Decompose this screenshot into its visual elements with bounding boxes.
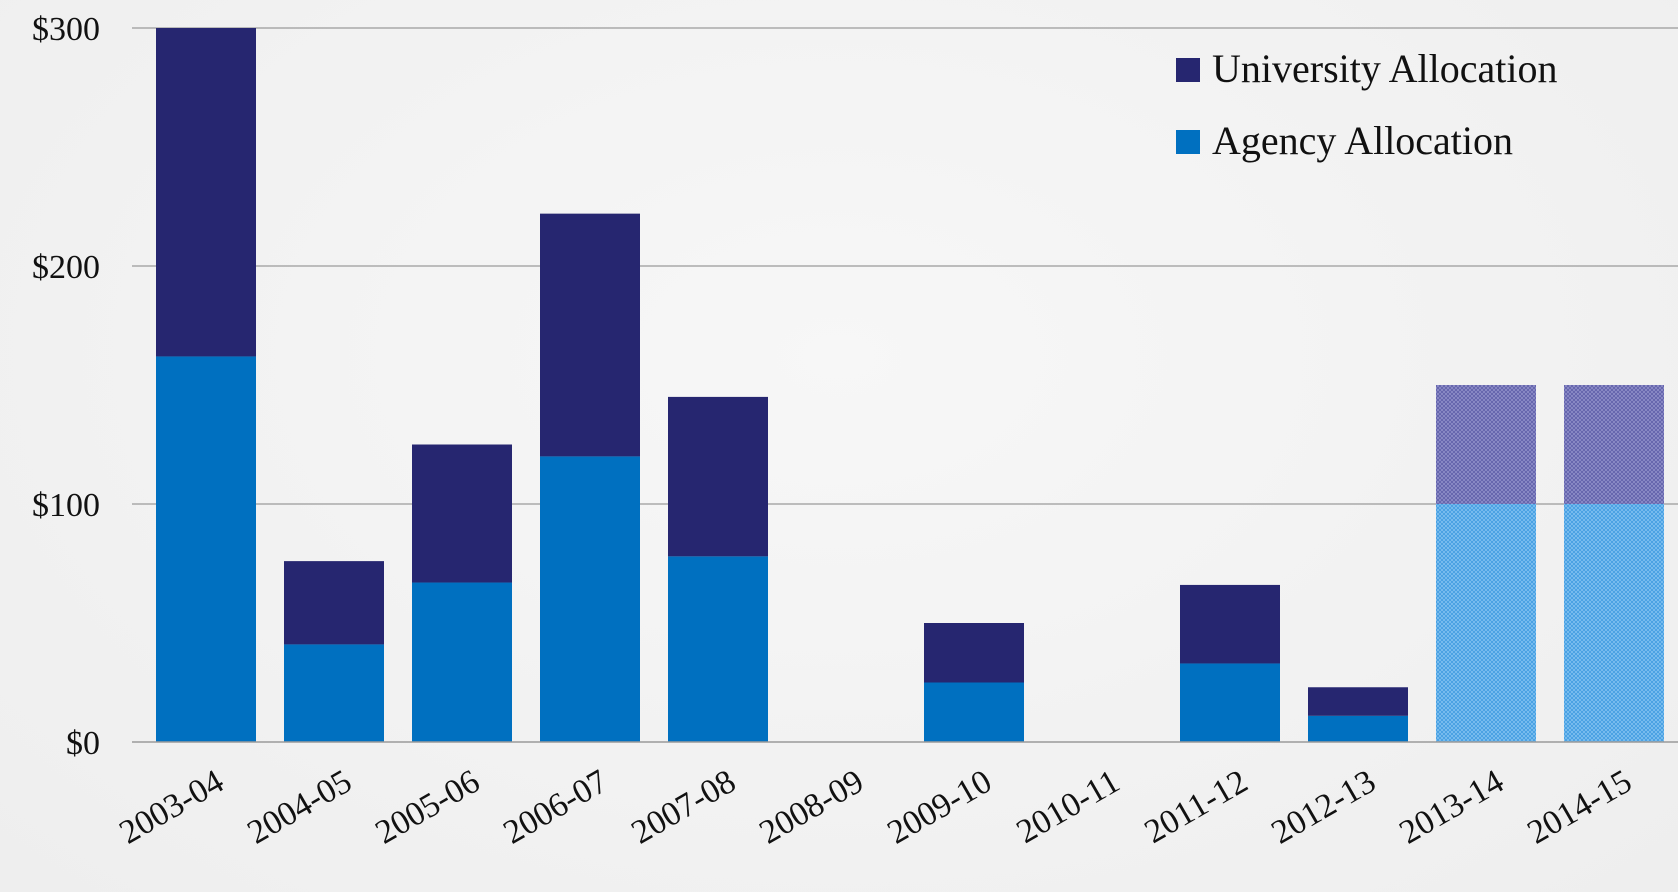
x-tick-label: 2010-11 [1010, 763, 1126, 851]
legend-label-university-allocation: University Allocation [1212, 46, 1558, 91]
legend-label-agency-allocation: Agency Allocation [1212, 118, 1513, 163]
x-tick-label: 2013-14 [1393, 763, 1510, 852]
x-tick-label: 2004-05 [241, 763, 358, 852]
x-tick-label: 2012-13 [1265, 763, 1382, 852]
bar-agency-2011-12 [1180, 663, 1280, 742]
y-tick-label: $100 [32, 487, 100, 524]
x-tick-label: 2014-15 [1521, 763, 1638, 852]
bar-university-2005-06 [412, 444, 512, 583]
bar-university-2013-14 [1436, 385, 1536, 504]
bar-agency-2007-08 [668, 556, 768, 742]
x-tick-label: 2011-12 [1138, 763, 1254, 851]
y-tick-label: $300 [32, 11, 100, 48]
x-axis-tick-labels: 2003-04 2004-05 2005-06 2006-07 2007-08 2008-… [113, 763, 1638, 852]
bar-university-2012-13 [1308, 687, 1408, 716]
bar-university-2011-12 [1180, 584, 1280, 664]
x-tick-label: 2005-06 [369, 763, 486, 852]
x-tick-label: 2006-07 [497, 763, 614, 852]
x-tick-label: 2009-10 [881, 763, 998, 852]
bar-agency-2005-06 [412, 582, 512, 742]
bar-agency-2006-07 [540, 456, 640, 742]
bar-university-2003-04 [156, 28, 256, 357]
gridlines [132, 27, 1678, 505]
y-axis-tick-labels: $0 $100 $200 $300 [32, 11, 100, 762]
x-tick-label: 2008-09 [753, 763, 870, 852]
legend: University Allocation Agency Allocation [1176, 46, 1558, 163]
x-tick-label: 2007-08 [625, 763, 742, 852]
y-tick-label: $200 [32, 249, 100, 286]
y-tick-label: $0 [66, 725, 100, 762]
bar-agency-2012-13 [1308, 715, 1408, 742]
bar-university-2004-05 [284, 561, 384, 645]
bars [156, 28, 1664, 742]
legend-swatch-agency-allocation [1176, 130, 1200, 154]
legend-swatch-university-allocation [1176, 58, 1200, 82]
bar-agency-2004-05 [284, 644, 384, 742]
bar-university-2007-08 [668, 396, 768, 557]
bar-university-2006-07 [540, 213, 640, 457]
bar-agency-2013-14 [1436, 504, 1536, 742]
x-tick-label: 2003-04 [113, 763, 230, 852]
bar-agency-2003-04 [156, 356, 256, 742]
bar-university-2014-15 [1564, 385, 1664, 504]
bar-agency-2014-15 [1564, 504, 1664, 742]
bar-university-2009-10 [924, 623, 1024, 683]
bar-agency-2009-10 [924, 682, 1024, 742]
